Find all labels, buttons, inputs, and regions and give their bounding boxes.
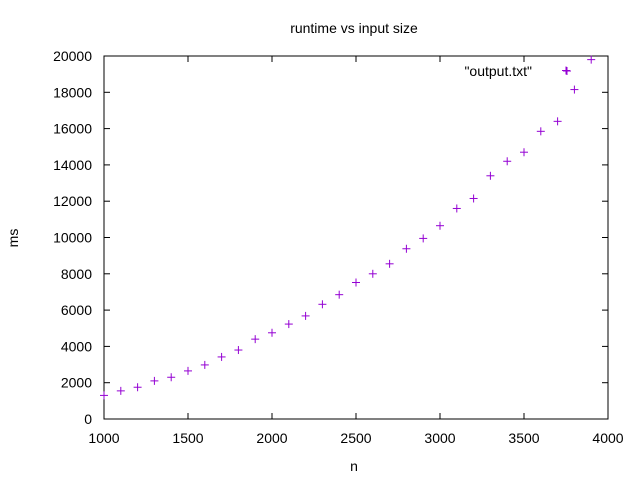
y-tick-label: 14000 bbox=[53, 157, 92, 173]
x-tick-label: 3500 bbox=[508, 430, 539, 446]
data-point bbox=[268, 328, 276, 337]
data-point bbox=[251, 335, 260, 344]
y-tick-label: 12000 bbox=[53, 193, 92, 209]
data-point bbox=[150, 376, 159, 385]
plot-border bbox=[103, 55, 609, 420]
y-tick-label: 20000 bbox=[53, 48, 92, 64]
data-point bbox=[133, 383, 142, 392]
x-tick-label: 1500 bbox=[172, 430, 203, 446]
data-point bbox=[536, 127, 545, 136]
data-point bbox=[503, 157, 512, 166]
y-tick-label: 4000 bbox=[61, 338, 92, 354]
data-point bbox=[570, 85, 579, 94]
data-point bbox=[284, 320, 293, 329]
x-tick-label: 2500 bbox=[340, 430, 371, 446]
chart-title: runtime vs input size bbox=[290, 20, 418, 36]
x-tick-label: 4000 bbox=[592, 430, 623, 446]
data-point bbox=[562, 66, 570, 75]
data-point bbox=[200, 360, 209, 369]
y-tick-label: 8000 bbox=[61, 266, 92, 282]
data-point bbox=[116, 386, 125, 395]
data-point bbox=[452, 204, 461, 213]
data-point bbox=[335, 290, 344, 299]
y-tick-label: 6000 bbox=[61, 302, 92, 318]
x-axis-label: n bbox=[350, 458, 358, 474]
y-tick-label: 2000 bbox=[61, 375, 92, 391]
data-points bbox=[100, 55, 596, 400]
x-tick-label: 3000 bbox=[424, 430, 455, 446]
x-tick-label: 2000 bbox=[256, 430, 287, 446]
data-point bbox=[419, 234, 428, 243]
y-tick-label: 0 bbox=[84, 411, 92, 427]
axis-ticks bbox=[103, 55, 609, 420]
data-point bbox=[217, 352, 226, 361]
data-point bbox=[352, 278, 360, 287]
data-point bbox=[167, 373, 176, 382]
data-point bbox=[436, 221, 444, 230]
data-point bbox=[469, 194, 478, 203]
data-point bbox=[587, 55, 596, 64]
data-point bbox=[486, 171, 495, 180]
data-point bbox=[385, 259, 394, 268]
data-point bbox=[520, 148, 528, 157]
legend-label: "output.txt" bbox=[464, 63, 532, 79]
data-point bbox=[368, 269, 377, 278]
axis-tick-labels: 1000 1500 2000 2500 3000 3500 4000 0 2000 4000 600… bbox=[53, 48, 624, 446]
data-point bbox=[234, 346, 243, 355]
data-point bbox=[100, 391, 108, 400]
y-axis-label: ms bbox=[5, 229, 21, 248]
y-tick-label: 10000 bbox=[53, 230, 92, 246]
data-point bbox=[402, 244, 411, 253]
data-point bbox=[184, 366, 192, 375]
y-tick-label: 16000 bbox=[53, 121, 92, 137]
y-tick-label: 18000 bbox=[53, 84, 92, 100]
x-tick-label: 1000 bbox=[88, 430, 119, 446]
data-point bbox=[553, 117, 562, 126]
data-point bbox=[301, 311, 310, 320]
data-point bbox=[318, 300, 327, 309]
